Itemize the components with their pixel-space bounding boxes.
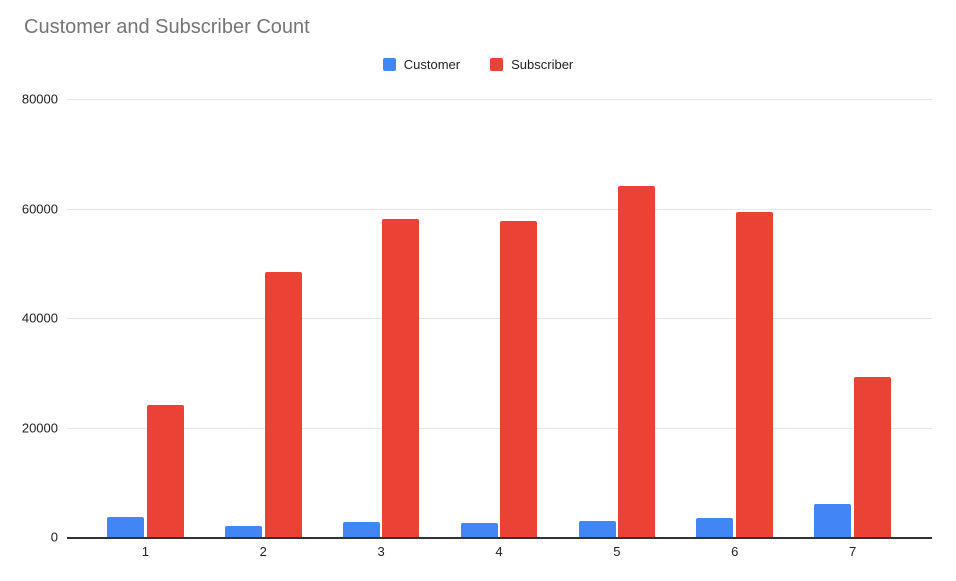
x-axis-tick-label: 3 — [377, 544, 385, 559]
gridline — [67, 208, 932, 210]
legend-label-subscriber: Subscriber — [511, 57, 574, 72]
gridline — [67, 99, 932, 100]
legend-swatch-customer-icon — [382, 58, 396, 71]
bar-subscriber-6[interactable] — [735, 211, 773, 537]
y-axis-tick-label: 20000 — [21, 420, 58, 435]
x-axis-tick-label: 2 — [259, 544, 267, 559]
chart-legend: Customer Subscriber — [0, 56, 956, 73]
bar-customer-5[interactable] — [578, 521, 616, 537]
bar-customer-7[interactable] — [814, 504, 852, 537]
bar-subscriber-2[interactable] — [264, 272, 302, 537]
bar-subscriber-1[interactable] — [146, 404, 184, 537]
y-axis-tick-label: 0 — [50, 529, 58, 545]
legend-item-subscriber[interactable]: Subscriber — [490, 57, 573, 72]
bar-customer-2[interactable] — [225, 525, 263, 537]
gridline — [67, 427, 932, 429]
bar-subscriber-3[interactable] — [382, 218, 420, 537]
x-axis-tick-label: 1 — [141, 544, 150, 559]
bar-subscriber-7[interactable] — [853, 377, 891, 537]
x-axis-tick-label: 4 — [495, 544, 503, 559]
legend-item-customer[interactable]: Customer — [382, 57, 461, 72]
chart-title: Customer and Subscriber Count — [24, 16, 310, 38]
legend-label-customer: Customer — [403, 57, 461, 72]
x-axis-tick-label: 6 — [731, 544, 739, 559]
gridline — [67, 318, 932, 319]
x-axis-tick-label: 7 — [848, 544, 857, 559]
bar-customer-6[interactable] — [696, 518, 734, 537]
bar-customer-1[interactable] — [107, 516, 145, 537]
y-axis-tick-label: 60000 — [21, 201, 58, 216]
legend-swatch-subscriber-icon — [490, 58, 504, 71]
x-axis-baseline — [67, 537, 932, 539]
y-axis-tick-label: 40000 — [21, 310, 58, 326]
y-axis-tick-label: 80000 — [21, 91, 58, 107]
x-axis-tick-label: 5 — [613, 544, 621, 559]
bar-customer-3[interactable] — [342, 522, 380, 537]
bar-subscriber-5[interactable] — [618, 186, 656, 537]
bar-subscriber-4[interactable] — [500, 220, 538, 537]
bar-customer-4[interactable] — [460, 522, 498, 537]
